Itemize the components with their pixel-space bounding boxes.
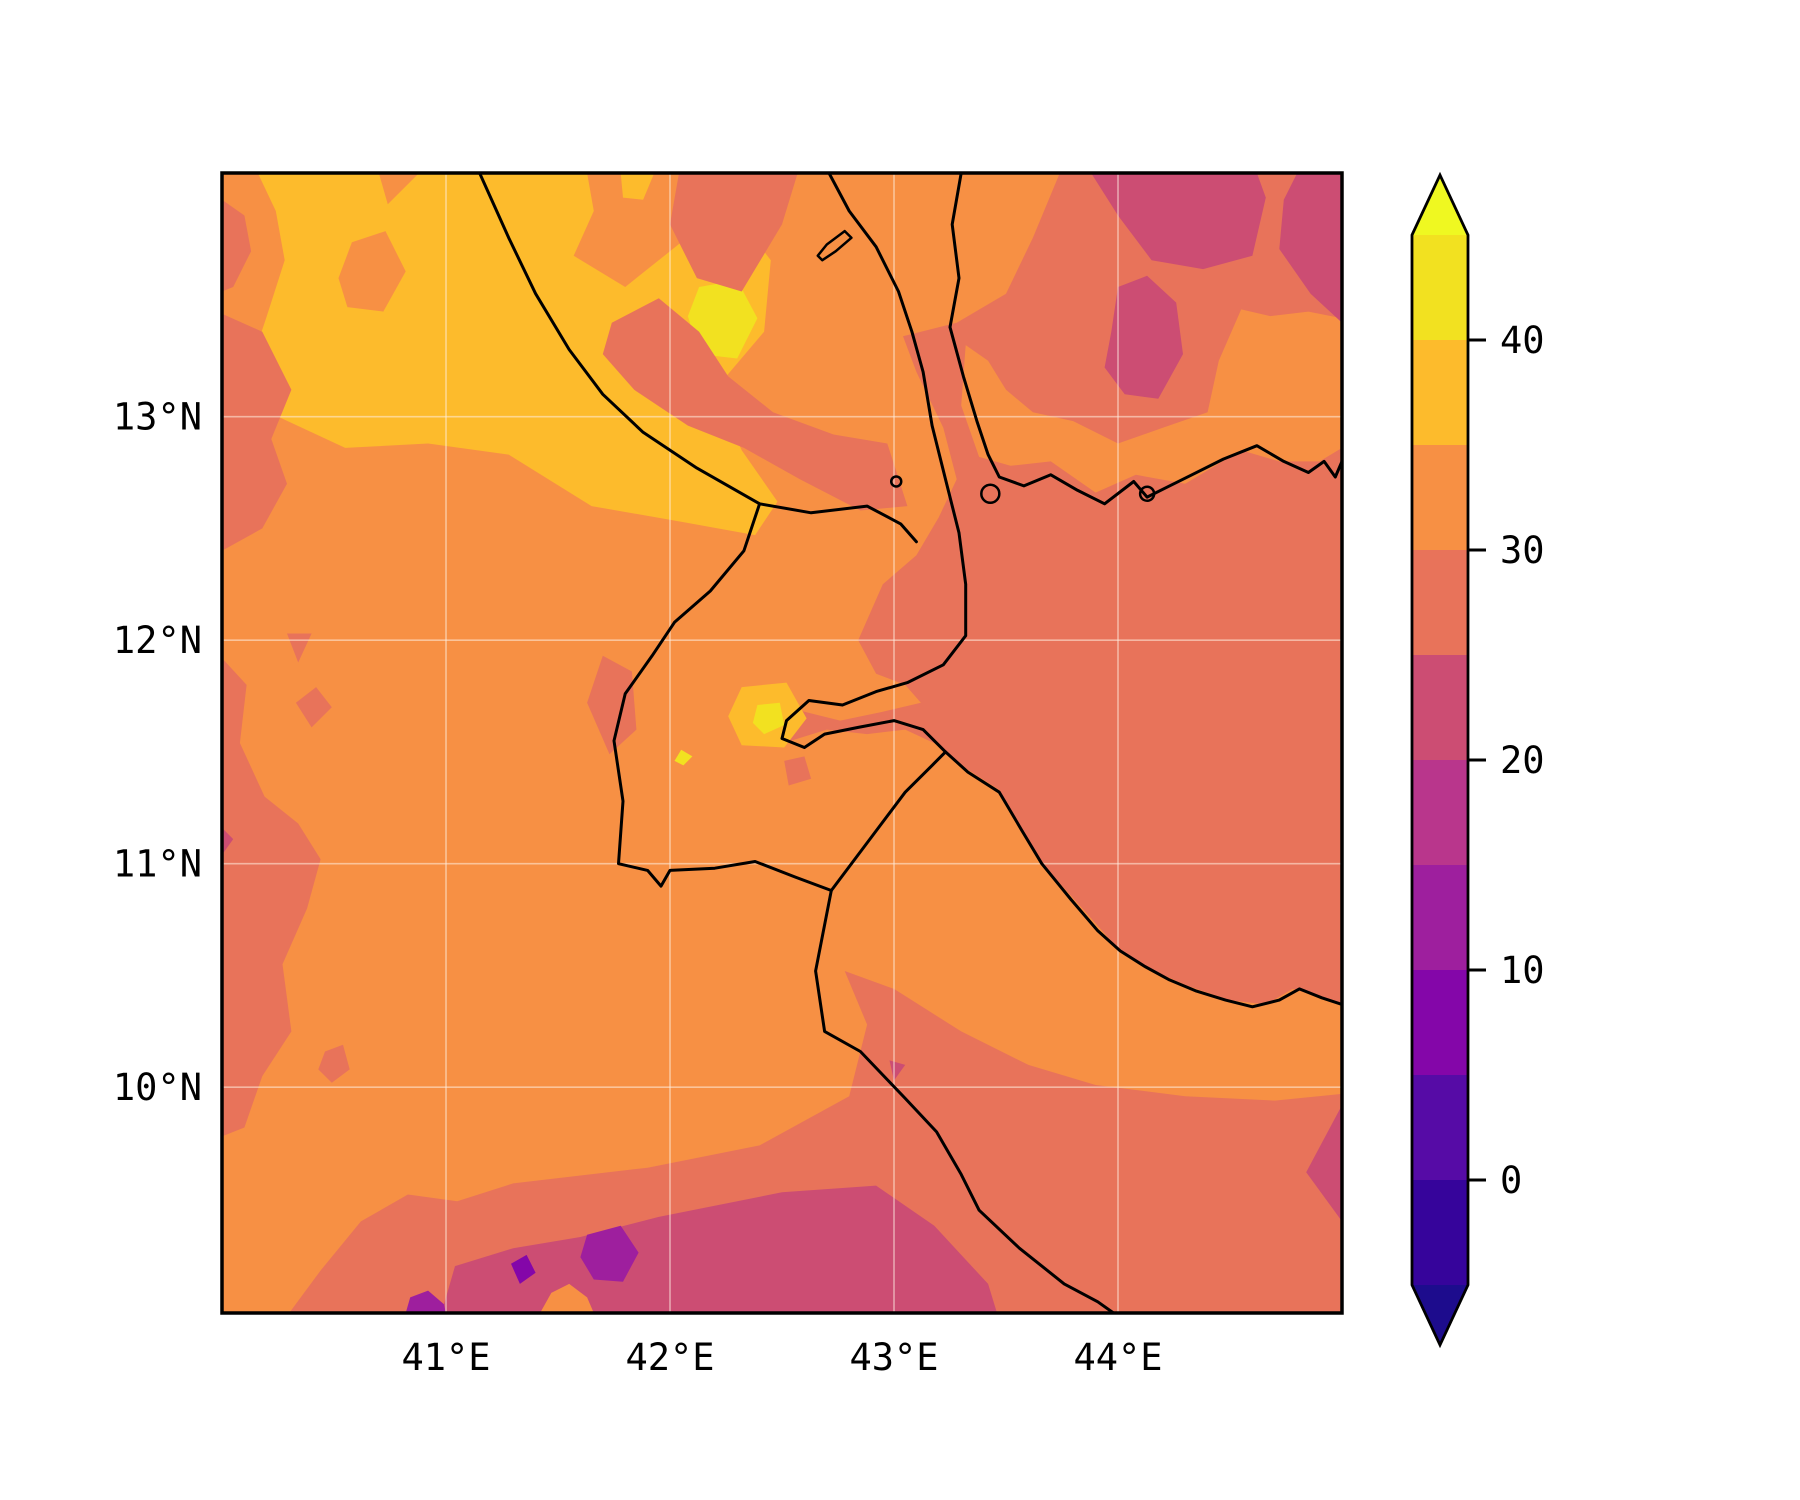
colorbar-arrow-under [1412, 1285, 1468, 1345]
contour-region-yellow-gulf-core [752, 702, 785, 735]
island-perim [980, 483, 1001, 505]
contour-region-salmon-eritrea-coast-band [602, 298, 908, 511]
contour-region-purple-bottom-edge [405, 1290, 446, 1313]
colorbar-segment [1412, 655, 1468, 761]
colorbar-tick-label: 10 [1500, 949, 1545, 992]
contour-region-salmon-south-band [289, 971, 1342, 1313]
contour-region-salmon-west-of-border-blob [587, 655, 637, 755]
contour-region-salmon-diamond [295, 687, 332, 728]
contour-map [222, 173, 1342, 1313]
x-tick-label: 44°E [1073, 1336, 1162, 1379]
y-tick-label: 11°N [113, 843, 202, 886]
colorbar-segment [1412, 340, 1468, 446]
contour-region-orange-yemen-coastal-strip [961, 309, 1342, 493]
colorbar-segment [1412, 760, 1468, 866]
y-tick-label: 10°N [113, 1066, 202, 1109]
contour-region-violet-south-diamond [511, 1254, 536, 1284]
colorbar-segment [1412, 1180, 1468, 1286]
contour-region-yellow-dot-small [674, 749, 693, 766]
island-hanish [816, 229, 853, 262]
border-djibouti-west-south [612, 502, 833, 892]
contour-region-magenta-south-band [441, 1185, 997, 1313]
contour-region-amber-top-sliver [620, 173, 655, 200]
contour-region-orange-bottom-notch [540, 1283, 594, 1313]
colorbar: 40 30 20 10 0 [1410, 171, 1545, 1349]
island-seven-brothers [889, 475, 903, 488]
contour-region-magenta-yemen-top-west [1091, 173, 1266, 270]
contour-region-magenta-dot-left-edge [222, 827, 234, 855]
colorbar-tick-label: 0 [1500, 1159, 1522, 1202]
colorbar-tick-label: 40 [1500, 319, 1545, 362]
coast-africa [780, 173, 1342, 1009]
colorbar-tick-label: 30 [1500, 529, 1545, 572]
colorbar-segment [1412, 865, 1468, 971]
border-ethiopia-somalia [814, 889, 1115, 1313]
x-tick-label: 41°E [401, 1336, 490, 1379]
contour-region-salmon-sea-and-yemen [773, 173, 1342, 1005]
colorbar-segment [1412, 550, 1468, 656]
contour-region-salmon-hex-dot [318, 1044, 350, 1083]
coast-yemen [948, 173, 1342, 506]
border-djibouti-somalia [829, 750, 947, 892]
contour-region-magenta-yemen-central [1104, 275, 1183, 399]
colorbar-segment [1412, 1075, 1468, 1181]
contour-region-orange-hole-in-amber [338, 231, 406, 312]
contour-region-yellow-danakil-patch [687, 280, 758, 359]
x-tick-label: 43°E [849, 1336, 938, 1379]
island-gulf-of-aden [1138, 485, 1156, 503]
border-eritrea-ethiopia [478, 173, 918, 544]
contour-region-magenta-right-edge-wedge [1306, 1105, 1342, 1222]
contour-region-salmon-left-edge-low [222, 658, 321, 1137]
colorbar-arrow-over [1412, 175, 1468, 235]
contour-region-salmon-dot-djibouti [784, 756, 812, 786]
y-tick-label: 12°N [113, 619, 202, 662]
contour-region-magenta-yemen-top-corner [1279, 173, 1342, 323]
y-tick-label: 13°N [113, 396, 202, 439]
colorbar-segment [1412, 970, 1468, 1076]
contour-region-salmon-top-coast-patch [670, 173, 798, 292]
colorbar-tick-label: 20 [1500, 739, 1545, 782]
contour-region-salmon-left-edge-top [222, 199, 252, 292]
colorbar-segment [1412, 445, 1468, 551]
colorbar-segment [1412, 235, 1468, 341]
x-tick-label: 42°E [625, 1336, 714, 1379]
contour-region-salmon-left-edge-mid [222, 313, 292, 551]
map-frame [220, 171, 1344, 1315]
contour-region-purple-south-blob [580, 1225, 639, 1282]
colorbar-outline [1410, 171, 1470, 1349]
